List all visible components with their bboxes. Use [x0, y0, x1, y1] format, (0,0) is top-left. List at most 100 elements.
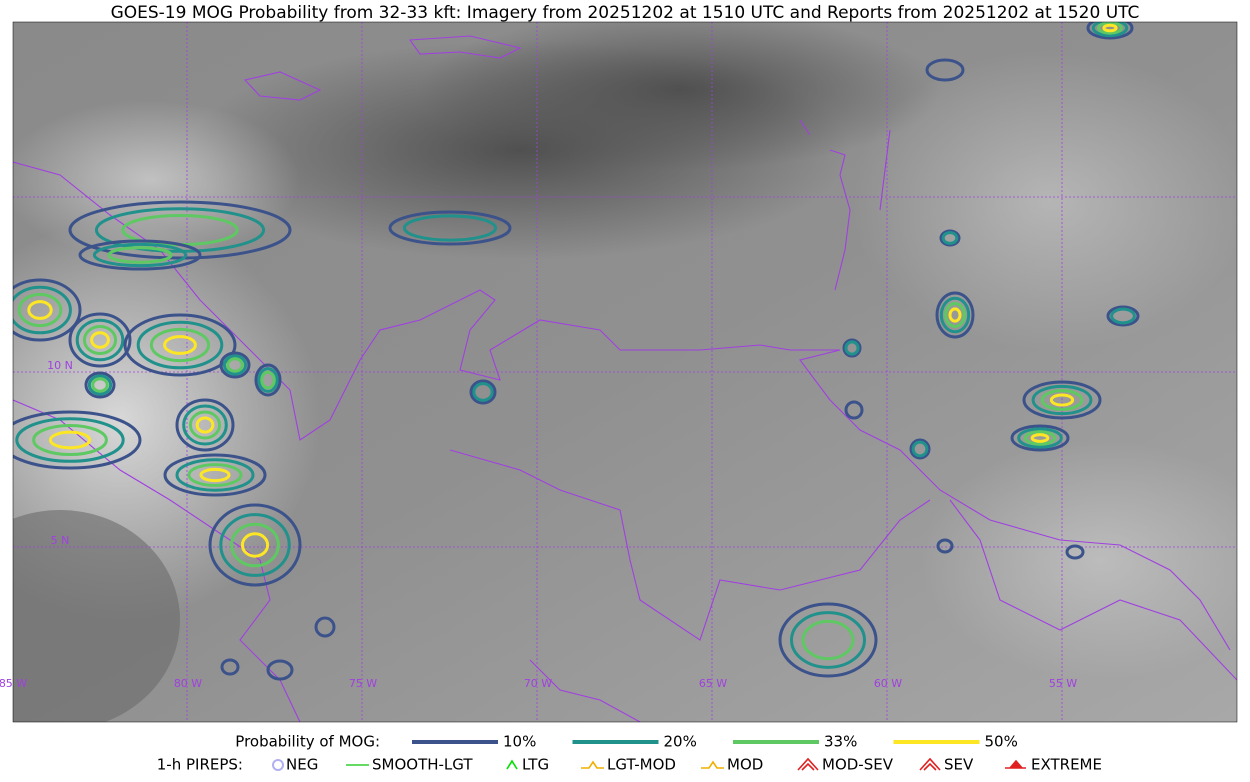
mog-contour	[208, 503, 302, 587]
lon-label: 75 W	[349, 677, 377, 690]
lon-label: 85 W	[0, 677, 27, 690]
mog-contour	[1022, 380, 1102, 420]
mog-contour	[939, 296, 971, 334]
mog-contour	[149, 327, 211, 363]
mog-contour	[163, 453, 267, 497]
mog-contour	[1030, 433, 1050, 443]
mog-contour	[163, 335, 197, 355]
mog-contour	[1010, 424, 1070, 452]
legend-icon	[1005, 759, 1026, 769]
mog-contour	[13, 410, 142, 470]
legend-icon	[797, 757, 819, 771]
legend-label: LGT-MOD	[607, 756, 676, 774]
map	[13, 22, 1237, 722]
mog-contour	[402, 214, 498, 242]
legend-label: SEV	[944, 756, 974, 774]
mog-contour	[175, 398, 235, 452]
lon-label: 80 W	[174, 677, 202, 690]
mog-contour	[219, 513, 291, 577]
mog-contour	[87, 374, 113, 396]
mog-contour	[1017, 427, 1063, 449]
mog-contour	[222, 354, 248, 376]
mog-contour	[1023, 430, 1057, 446]
legend-label: SMOOTH-LGT	[372, 756, 473, 774]
mog-contour	[1040, 389, 1084, 411]
mog-contour	[1097, 22, 1123, 35]
mog-contour	[199, 467, 231, 483]
mog-contour	[188, 410, 222, 440]
mog-contour	[68, 312, 132, 368]
legend-icon	[272, 759, 284, 771]
mog-contour	[230, 522, 280, 568]
mog-contour	[388, 210, 512, 246]
lon-label: 60 W	[874, 677, 902, 690]
mog-contour	[75, 318, 125, 362]
legend-title: Probability of MOG:	[235, 733, 380, 751]
mog-contour	[472, 382, 494, 402]
mog-contour	[15, 417, 125, 463]
mog-contour	[1106, 305, 1140, 327]
legend-label: MOD	[727, 756, 763, 774]
mog-contour	[107, 246, 173, 264]
legend-label: 33%	[824, 733, 857, 751]
mog-contour	[1086, 22, 1134, 40]
mog-contour	[219, 351, 251, 379]
mog-contour	[1091, 22, 1129, 38]
mog-contour	[82, 324, 118, 356]
mog-contour	[1031, 384, 1093, 416]
mog-contour	[266, 659, 294, 681]
legend-icon	[506, 759, 518, 770]
mog-contour	[32, 423, 108, 457]
lat-label: 5 N	[51, 534, 70, 547]
mog-contour	[257, 367, 279, 393]
mog-contour	[944, 302, 966, 328]
mog-contour	[136, 320, 224, 370]
mog-contour	[182, 404, 228, 446]
mog-contour	[13, 285, 72, 335]
legend-label: 20%	[664, 733, 697, 751]
mog-contour	[175, 458, 255, 492]
mog-contour	[240, 532, 270, 558]
mog-contour	[91, 377, 109, 393]
legend-label: NEG	[286, 756, 318, 774]
mog-contour	[844, 400, 864, 420]
mog-contour	[790, 611, 866, 669]
lon-label: 65 W	[699, 677, 727, 690]
mog-contour	[911, 440, 929, 458]
mog-contour	[195, 416, 215, 434]
mog-contour	[314, 616, 336, 638]
legend-label: MOD-SEV	[822, 756, 894, 774]
mog-contour	[939, 229, 961, 247]
legend-label: 50%	[985, 733, 1018, 751]
mog-contour	[48, 430, 92, 450]
legend-label: EXTREME	[1031, 756, 1102, 774]
mog-contour	[925, 58, 965, 82]
lat-label: 10 N	[47, 359, 73, 372]
legend-label: 10%	[503, 733, 536, 751]
mog-contour	[941, 231, 959, 245]
mog-contour	[254, 363, 282, 397]
mog-contour	[92, 242, 188, 268]
mog-contour	[17, 292, 63, 328]
mog-contour	[78, 239, 202, 271]
mog-contour	[909, 438, 931, 460]
mog-contour	[260, 370, 276, 390]
mog-contour	[68, 200, 292, 260]
legend-icon	[701, 760, 724, 769]
mog-contour	[123, 313, 237, 377]
mog-contour	[220, 658, 240, 676]
mog-contour	[778, 602, 878, 678]
mog-contour	[935, 291, 975, 339]
mog-contour	[948, 307, 962, 323]
legend-label: LTG	[522, 756, 549, 774]
mog-contour	[90, 331, 110, 349]
mog-contour	[469, 379, 497, 405]
mog-contour	[801, 619, 855, 661]
lon-label: 55 W	[1049, 677, 1077, 690]
mog-contour	[84, 371, 116, 399]
mog-contour	[1049, 393, 1075, 407]
mog-contour	[844, 340, 860, 356]
mog-contour	[27, 300, 53, 320]
lon-label: 70 W	[524, 677, 552, 690]
